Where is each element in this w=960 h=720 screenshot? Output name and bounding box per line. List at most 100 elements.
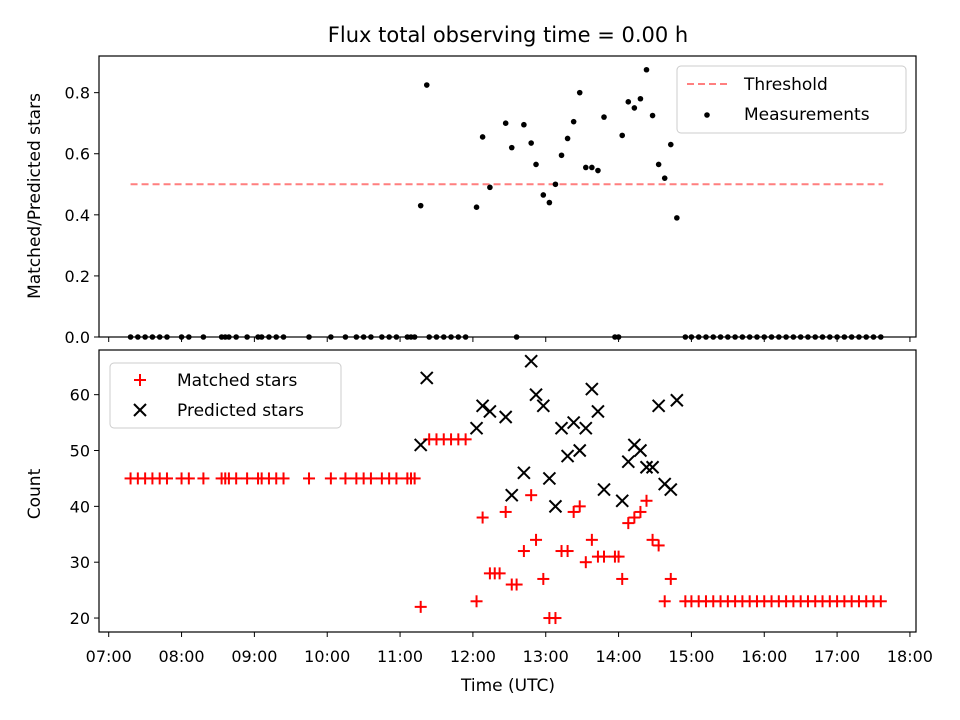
- measurement-point: [848, 334, 855, 340]
- measurement-point: [440, 334, 447, 340]
- matched-star-marker: [585, 533, 598, 546]
- measurement-point: [528, 140, 534, 146]
- predicted-star-marker: [548, 499, 563, 514]
- measurement-point: [643, 66, 650, 73]
- measurement-point: [805, 334, 811, 340]
- matched-star-marker: [664, 572, 677, 585]
- measurement-point: [601, 114, 607, 120]
- measurement-point: [819, 334, 826, 340]
- top-chart-title: Flux total observing time = 0.00 h: [328, 23, 688, 47]
- matched-star-marker: [182, 472, 195, 485]
- top-legend-box: [676, 65, 907, 134]
- marker-stroke: [591, 404, 605, 419]
- measurement-point: [521, 121, 527, 128]
- matched-star-marker: [414, 600, 427, 613]
- measurement-point: [619, 132, 626, 139]
- matched-star-marker: [874, 595, 887, 608]
- matched-star-marker: [470, 595, 483, 608]
- top-y-axis-label: Matched/Predicted stars: [25, 93, 45, 299]
- top-legend: Threshold Measurements: [676, 65, 907, 134]
- matched-star-marker: [324, 472, 337, 485]
- legend-measurements-swatch: [704, 112, 710, 118]
- predicted-star-marker: [498, 410, 513, 424]
- bottom-legend-box: [109, 362, 342, 429]
- measurement-point: [710, 334, 717, 340]
- measurement-point: [783, 334, 789, 340]
- measurement-point: [353, 334, 360, 340]
- predicted-star-marker: [483, 404, 497, 419]
- measurement-point: [827, 334, 833, 340]
- matched-star-marker: [658, 595, 671, 608]
- legend-threshold-label: Threshold: [743, 75, 828, 95]
- marker-stroke: [469, 421, 484, 435]
- x-axis-label: Time (UTC): [460, 676, 555, 696]
- predicted-star-marker: [536, 399, 551, 413]
- measurement-point: [479, 134, 486, 140]
- measurement-point: [411, 334, 418, 340]
- measurement-point: [667, 141, 674, 148]
- marker-stroke: [536, 399, 551, 413]
- matched-star-marker: [530, 533, 543, 546]
- measurement-point: [576, 89, 583, 96]
- matched-star-marker: [476, 511, 489, 524]
- predicted-star-marker: [579, 421, 593, 435]
- predicted-star-marker: [615, 494, 629, 508]
- top-y-tick-label: 0.6: [65, 145, 90, 164]
- matched-star-marker: [303, 472, 316, 485]
- matched-star-marker: [549, 612, 562, 625]
- top-panel: 0.0 0.2 0.4 0.6 0.8: [65, 55, 917, 347]
- measurement-point: [732, 334, 738, 340]
- measurement-point: [856, 334, 862, 340]
- measurement-point: [812, 334, 819, 340]
- legend-predicted-swatch: [133, 403, 147, 417]
- marker-stroke: [524, 354, 538, 368]
- predicted-star-marker: [670, 393, 684, 407]
- measurement-point: [393, 334, 400, 340]
- legend-measurements-label: Measurements: [744, 105, 870, 125]
- marker-stroke: [505, 488, 519, 502]
- marker-stroke: [420, 371, 434, 385]
- legend-matched-label: Matched stars: [177, 371, 297, 391]
- predicted-star-marker: [505, 488, 519, 502]
- matched-star-marker: [339, 472, 352, 485]
- matched-star-marker: [277, 472, 290, 485]
- predicted-star-marker: [591, 404, 605, 419]
- measurement-point: [546, 199, 553, 206]
- x-tick-label: 16:00: [741, 647, 787, 666]
- marker-stroke: [579, 421, 593, 435]
- marker-stroke: [475, 399, 490, 413]
- matched-star-marker: [628, 511, 641, 524]
- measurement-point: [717, 334, 724, 340]
- measurement-point: [156, 334, 163, 340]
- measurement-point: [863, 334, 870, 340]
- marker-stroke: [633, 443, 648, 458]
- measurement-point: [661, 175, 668, 181]
- legend-predicted-label: Predicted stars: [177, 401, 304, 421]
- measurement-point: [695, 334, 702, 340]
- bottom-y-axis-label: Count: [25, 468, 45, 519]
- measurement-point: [280, 334, 287, 340]
- measurement-point: [433, 334, 440, 340]
- measurement-point: [533, 161, 539, 168]
- measurement-point: [142, 334, 148, 340]
- matched-star-marker: [646, 533, 659, 546]
- measurement-point: [688, 334, 695, 340]
- top-y-tick-label: 0.0: [65, 328, 90, 347]
- marker-stroke: [554, 421, 569, 435]
- measurement-point: [797, 334, 804, 340]
- predicted-star-marker: [554, 421, 569, 435]
- measurement-point: [540, 192, 547, 198]
- top-axes-frame: [98, 55, 917, 338]
- bottom-y-tick-label: 50: [70, 442, 90, 461]
- matched-star-marker: [241, 472, 254, 485]
- bottom-axes-frame: [98, 349, 917, 633]
- bottom-legend: Matched stars Predicted stars: [109, 362, 342, 429]
- measurement-point: [368, 334, 374, 340]
- matched-star-marker: [160, 472, 173, 485]
- measurement-point: [790, 334, 797, 340]
- measurement-point: [455, 334, 462, 340]
- bottom-y-tick-label: 60: [70, 386, 90, 405]
- predicted-star-marker: [597, 482, 611, 497]
- x-tick-label: 15:00: [668, 647, 714, 666]
